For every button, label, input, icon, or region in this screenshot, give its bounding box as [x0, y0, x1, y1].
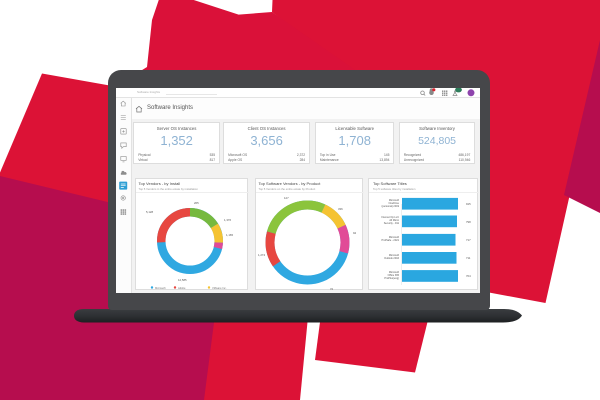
svg-text:1,376: 1,376 [224, 218, 231, 222]
svg-text:798: 798 [466, 220, 471, 224]
svg-text:Microsoft: Microsoft [389, 254, 399, 257]
svg-text:265: 265 [194, 201, 199, 205]
svg-text:ProfSafe - 2021: ProfSafe - 2021 [381, 239, 399, 242]
svg-text:OneDrive: OneDrive [388, 202, 399, 205]
svg-text:336: 336 [338, 207, 343, 211]
svg-text:Office 365: Office 365 [388, 274, 400, 277]
svg-text:(personal) 2019: (personal) 2019 [381, 205, 399, 208]
svg-text:Microsoft: Microsoft [155, 286, 166, 290]
svg-text:1,274: 1,274 [258, 253, 265, 257]
svg-text:ProPlus(eng): ProPlus(eng) [384, 277, 399, 280]
svg-text:Outlook 2016: Outlook 2016 [384, 257, 399, 260]
svg-text:12,585: 12,585 [178, 278, 187, 282]
svg-text:915: 915 [466, 202, 471, 206]
svg-text:717: 717 [466, 238, 471, 242]
svg-text:Adobe: Adobe [178, 286, 186, 290]
svg-text:94: 94 [353, 231, 357, 235]
svg-text:All Micro: All Micro [389, 219, 399, 222]
svg-text:Microsoft: Microsoft [389, 271, 399, 274]
svg-text:Flexnet Op LLC: Flexnet Op LLC [381, 216, 399, 219]
svg-text:VMware Inc.: VMware Inc. [212, 286, 227, 290]
svg-text:Microsoft: Microsoft [389, 199, 399, 202]
svg-text:127: 127 [284, 196, 289, 200]
svg-text:704: 704 [466, 274, 471, 278]
svg-text:5,128: 5,128 [146, 210, 153, 214]
svg-text:Microsoft: Microsoft [389, 236, 399, 239]
svg-text:1,165: 1,165 [226, 233, 233, 237]
svg-text:Security - 911: Security - 911 [384, 222, 400, 225]
svg-text:711: 711 [466, 256, 471, 260]
svg-text:72: 72 [330, 287, 334, 291]
